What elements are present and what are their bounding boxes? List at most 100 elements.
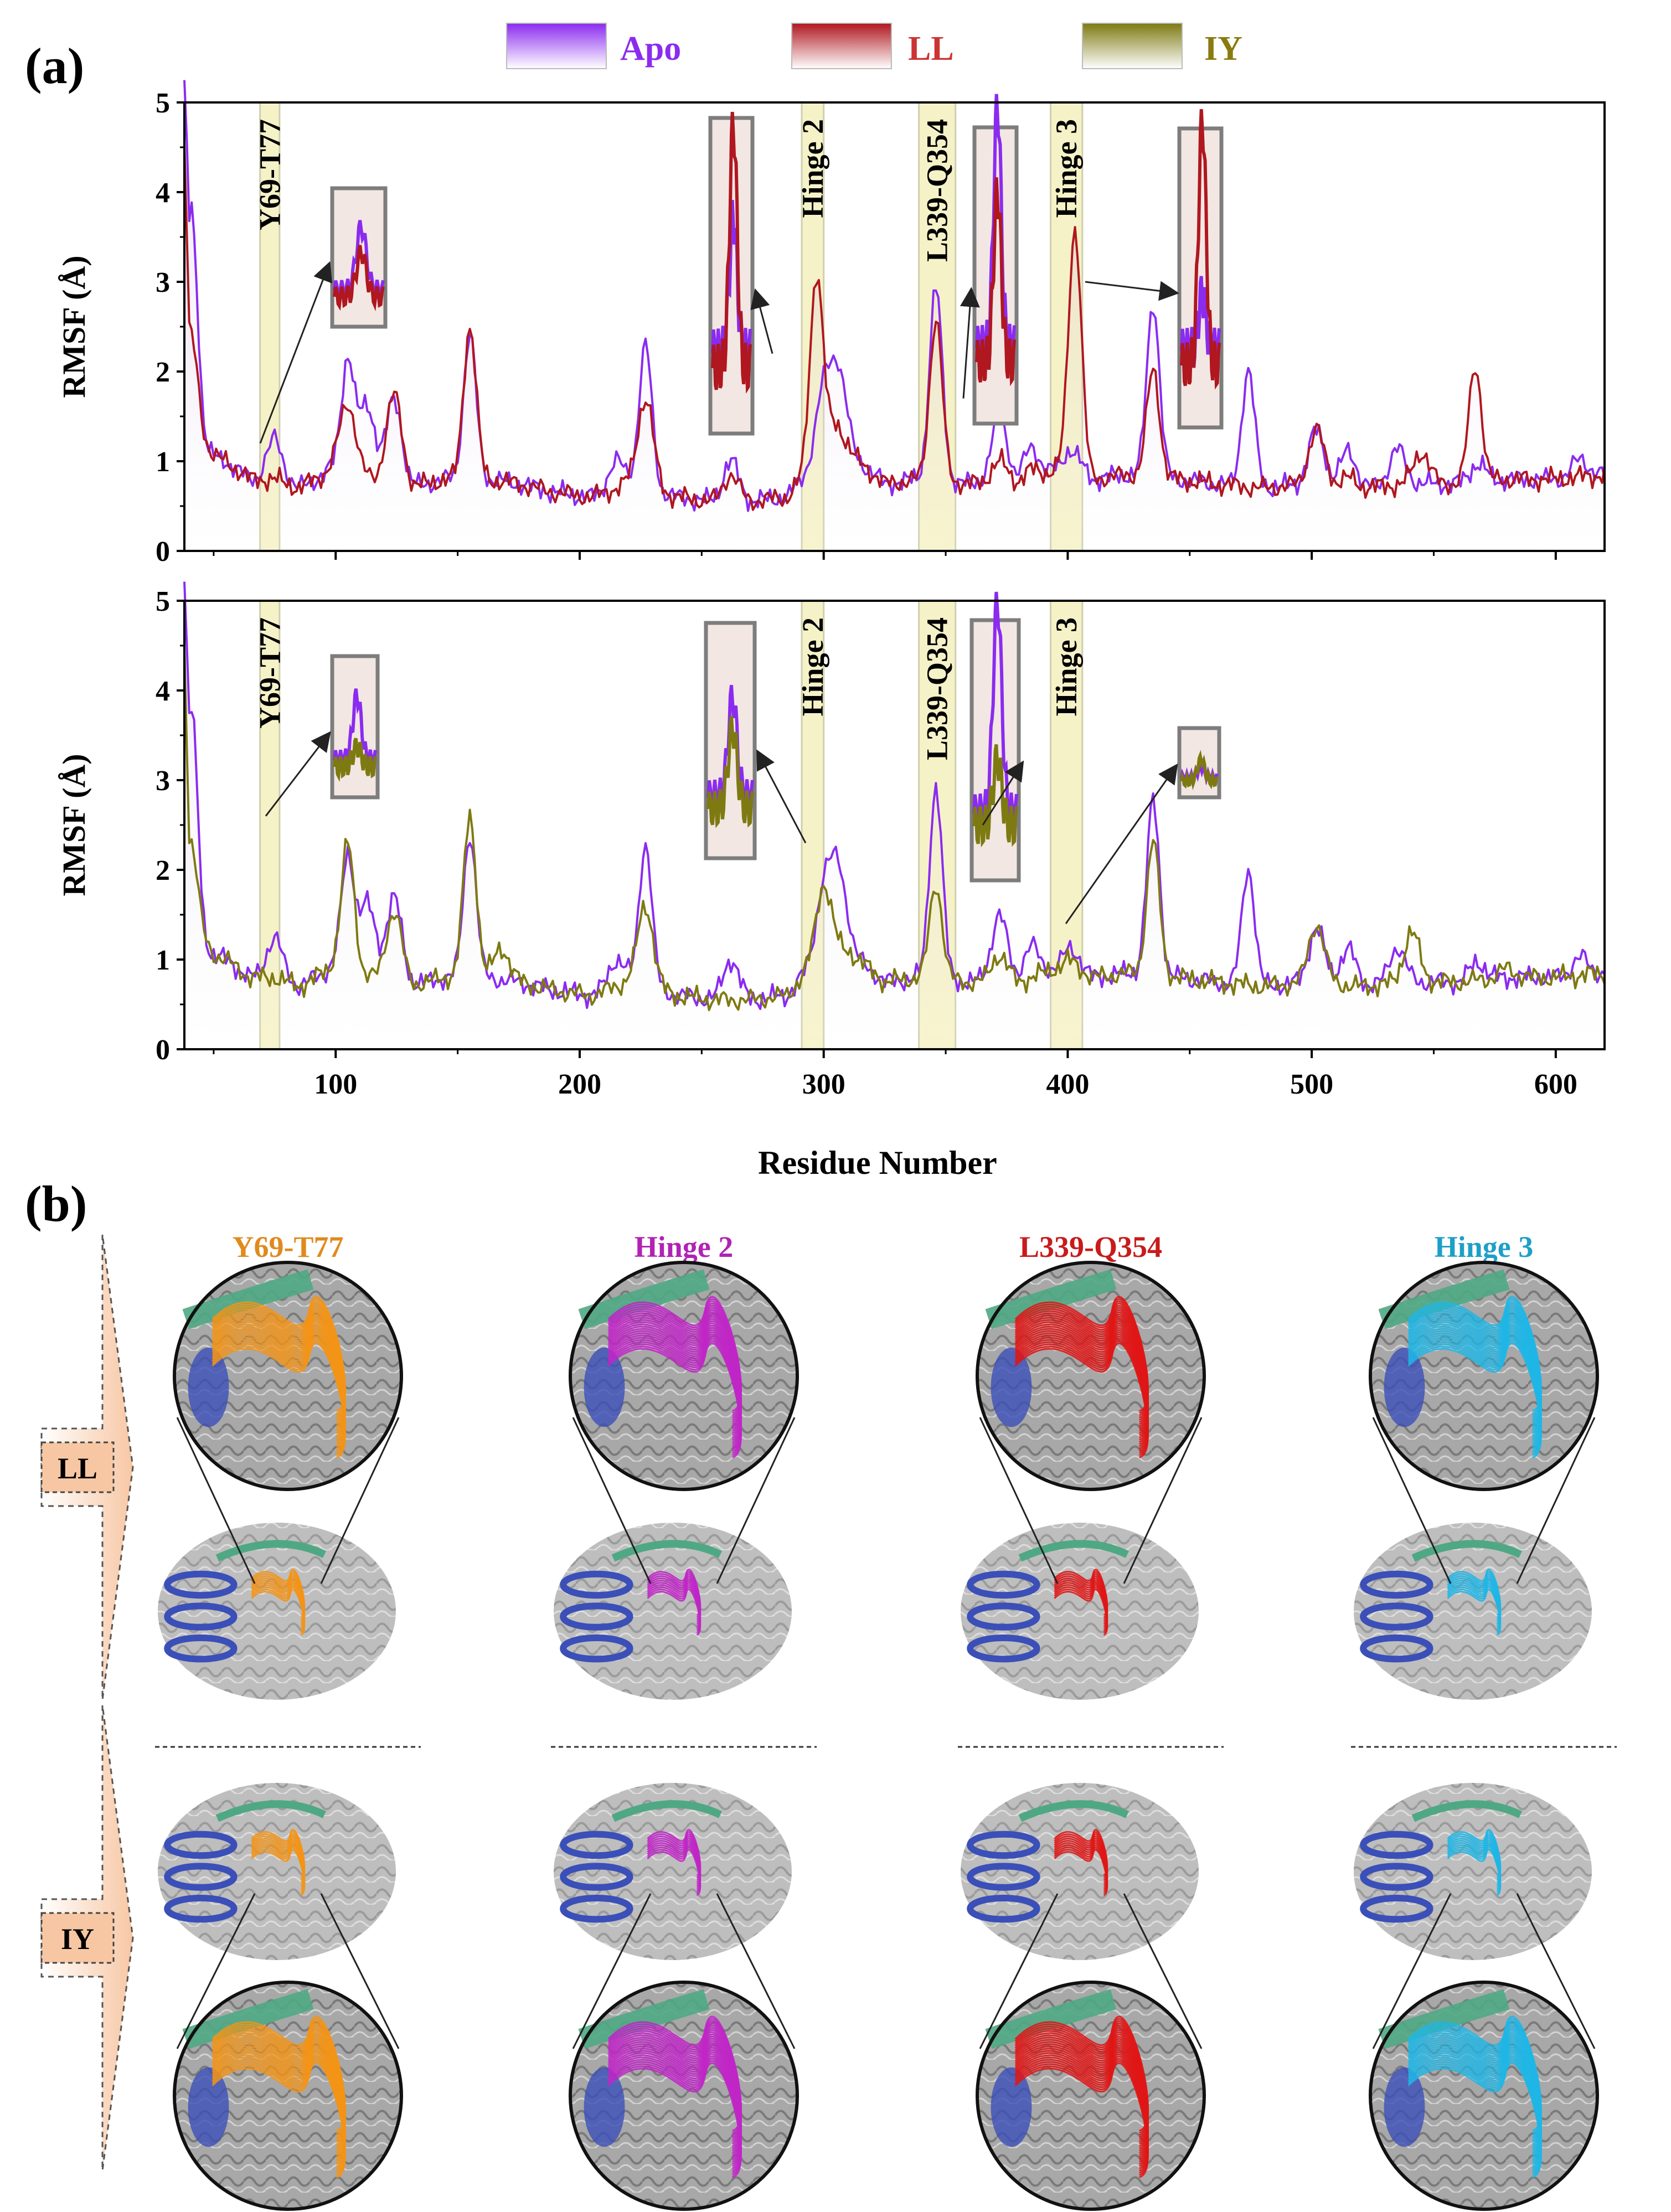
protein-body: [554, 1523, 792, 1700]
helix-blue: [967, 1634, 1040, 1663]
helix-blue: [560, 1863, 633, 1891]
strand-green: [611, 1800, 723, 1822]
protein-body: [961, 1523, 1199, 1700]
structure-column-title: Hinge 3: [1435, 1230, 1534, 1264]
y-tick-label: 2: [156, 357, 170, 388]
helix-blue: [584, 1347, 625, 1427]
x-tick-label: 200: [558, 1069, 601, 1100]
highlight-ribbon: [647, 1849, 702, 1896]
highlight-ribbon: [1447, 1849, 1502, 1896]
strand-green: [578, 1269, 710, 1329]
y-tick-label: 1: [156, 446, 170, 478]
helix-blue: [1360, 1831, 1433, 1859]
structure-ll-view: [158, 1261, 403, 1700]
series-fill-apo: [184, 80, 1605, 551]
zoom-circle-frame: [976, 1261, 1206, 1491]
structure-ll-view: [554, 1261, 799, 1700]
legend-label-ll: LL: [908, 30, 954, 68]
highlight-ribbon: [647, 1589, 702, 1636]
zoom-inset: [1065, 726, 1221, 925]
band-label: Hinge 2: [796, 119, 829, 218]
helix-blue: [1360, 1634, 1433, 1663]
zoom-connector: [1123, 1417, 1203, 1584]
helix-blue: [1360, 1602, 1433, 1631]
strand-green: [215, 1800, 327, 1822]
highlight-ribbon: [251, 1849, 306, 1896]
y-tick-label: 1: [156, 945, 170, 976]
structure-iy-view: [158, 1783, 403, 2211]
zoom-circle-frame: [976, 1981, 1206, 2211]
highlight-ribbon: [1407, 1342, 1542, 1458]
legend-label-apo: Apo: [620, 30, 681, 68]
helix-blue: [164, 1863, 238, 1891]
x-tick-label: 500: [1290, 1069, 1333, 1100]
highlight-ribbon: [1054, 1589, 1108, 1636]
y-tick-label: 0: [156, 536, 170, 568]
structure-column-title: L339-Q354: [1019, 1230, 1162, 1264]
structure-ll-view: [961, 1261, 1206, 1700]
inset-line-iy: [1180, 750, 1219, 791]
zoom-inset: [704, 621, 807, 860]
series-fill-ll: [184, 145, 1605, 551]
strand-green: [215, 1540, 327, 1562]
band-label: Hinge 3: [1050, 617, 1083, 716]
zoom-connector: [1123, 1893, 1203, 2049]
series-fill-iy: [184, 647, 1605, 1049]
zoom-circle-frame: [1369, 1981, 1599, 2211]
zoom-circle-frame: [569, 1261, 799, 1491]
band-label: Hinge 3: [1050, 119, 1083, 218]
zoom-connector: [1516, 1893, 1596, 2049]
inset-line-ll: [333, 245, 385, 312]
y-tick-label: 3: [156, 267, 170, 298]
zoom-circle-frame: [569, 1981, 799, 2211]
helix-blue: [164, 1570, 238, 1599]
x-tick-label: 100: [314, 1069, 357, 1100]
strand-green: [1378, 1989, 1510, 2049]
zoom-inset: [265, 654, 380, 817]
y-tick-label: 5: [156, 87, 170, 119]
zoom-inset: [960, 94, 1019, 426]
helix-blue: [1384, 2067, 1425, 2147]
helix-blue: [164, 1602, 238, 1631]
inset-line-iy: [706, 715, 754, 828]
highlight-ribbon: [212, 1342, 346, 1458]
legend-swatch-apo: [506, 23, 607, 69]
highlight-ribbon: [607, 1342, 742, 1458]
zoom-connector: [1372, 1417, 1452, 1584]
inset-line-iy: [972, 744, 1018, 848]
helix-blue: [967, 1895, 1040, 1923]
protein-body: [1354, 1783, 1592, 1960]
y-axis-label: RMSF (Å): [56, 255, 92, 398]
zoom-inset: [1085, 109, 1224, 430]
helix-blue: [991, 2067, 1032, 2147]
legend-label-iy: IY: [1204, 30, 1242, 68]
strand-green: [578, 1989, 710, 2049]
helix-blue: [188, 1347, 229, 1427]
protein-body: [554, 1783, 792, 1960]
highlight-ribbon: [607, 2062, 742, 2178]
helix-blue: [560, 1634, 633, 1663]
series-line-apo: [183, 581, 1606, 1010]
protein-body: [158, 1783, 396, 1960]
strand-green: [985, 1989, 1117, 2049]
highlight-ribbon: [251, 1589, 306, 1636]
y-tick-label: 3: [156, 765, 170, 797]
structure-iy-view: [554, 1783, 799, 2211]
legend-swatch-ll: [791, 23, 892, 69]
zoom-connector: [1372, 1893, 1452, 2049]
helix-blue: [164, 1831, 238, 1859]
highlight-ribbon: [1447, 1589, 1502, 1636]
inset-arrow: [1085, 281, 1179, 301]
y-tick-label: 4: [156, 676, 170, 707]
y-tick-label: 5: [156, 586, 170, 617]
inset-arrow: [259, 261, 333, 444]
highlight-ribbon: [1407, 2062, 1542, 2178]
legend-swatch-iy: [1082, 23, 1183, 69]
x-axis-label: Residue Number: [758, 1144, 997, 1181]
zoom-inset: [969, 591, 1024, 883]
helix-blue: [967, 1602, 1040, 1631]
helix-blue: [560, 1570, 633, 1599]
x-tick-label: 400: [1046, 1069, 1089, 1100]
zoom-inset: [708, 111, 773, 436]
